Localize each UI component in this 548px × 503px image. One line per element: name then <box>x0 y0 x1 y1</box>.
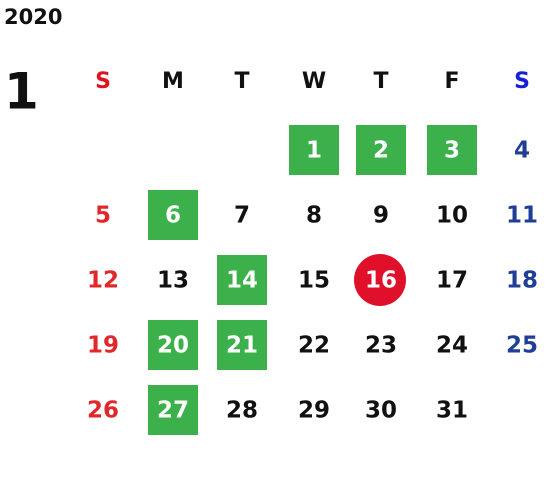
day-number: 9 <box>373 203 389 229</box>
today-circle <box>354 254 406 306</box>
day-number: 1 <box>306 138 322 164</box>
day-number: 23 <box>365 333 397 359</box>
day-number: 22 <box>298 333 330 359</box>
day-number: 26 <box>87 398 119 424</box>
day-number: 19 <box>87 333 119 359</box>
holiday-box <box>148 385 198 435</box>
day-number: 10 <box>436 203 468 229</box>
day-number: 16 <box>365 268 397 294</box>
weekday-label: S <box>514 69 530 94</box>
day-number: 3 <box>444 138 460 164</box>
day-number: 24 <box>436 333 468 359</box>
day-number: 15 <box>298 268 330 294</box>
day-number: 29 <box>298 398 330 424</box>
holiday-box <box>148 320 198 370</box>
day-number: 27 <box>157 398 189 424</box>
day-number: 5 <box>95 203 111 229</box>
day-number: 7 <box>234 203 250 229</box>
day-number: 30 <box>365 398 397 424</box>
holiday-box <box>427 125 477 175</box>
holiday-box <box>289 125 339 175</box>
day-number: 18 <box>506 268 538 294</box>
day-number: 12 <box>87 268 119 294</box>
weekday-label: F <box>444 69 459 94</box>
day-number: 6 <box>165 203 181 229</box>
day-number: 4 <box>514 138 530 164</box>
holiday-box <box>217 320 267 370</box>
weekday-label: T <box>373 69 388 94</box>
holiday-box <box>356 125 406 175</box>
day-number: 2 <box>373 138 389 164</box>
weekday-label: S <box>95 69 111 94</box>
holiday-box <box>148 190 198 240</box>
weekday-label: T <box>234 69 249 94</box>
month: 1 <box>4 63 39 121</box>
weekday-label: W <box>302 69 326 94</box>
day-number: 11 <box>506 203 538 229</box>
day-number: 28 <box>226 398 258 424</box>
day-number: 21 <box>226 333 258 359</box>
holiday-box <box>217 255 267 305</box>
day-number: 8 <box>306 203 322 229</box>
day-number: 17 <box>436 268 468 294</box>
day-number: 20 <box>157 333 189 359</box>
day-number: 25 <box>506 333 538 359</box>
weekday-label: M <box>162 69 184 94</box>
day-number: 14 <box>226 268 258 294</box>
year: 2020 <box>4 5 62 29</box>
day-number: 31 <box>436 398 468 424</box>
day-number: 13 <box>157 268 189 294</box>
